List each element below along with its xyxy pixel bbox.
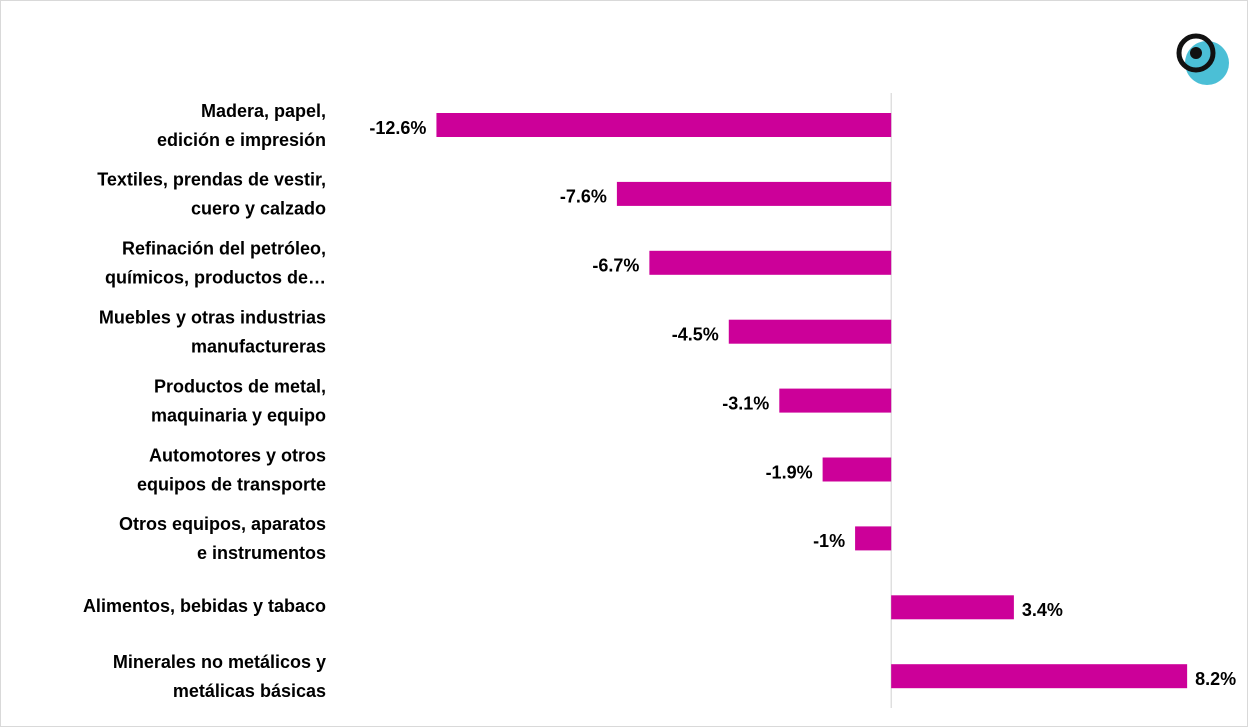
bar: [855, 526, 892, 551]
value-label: -1%: [813, 531, 845, 551]
bar: [822, 457, 892, 482]
category-label: manufactureras: [191, 336, 326, 356]
bar: [891, 664, 1188, 689]
category-label: edición e impresión: [157, 130, 326, 150]
value-label: -4.5%: [672, 324, 719, 344]
bar: [728, 319, 892, 344]
bar: [891, 595, 1014, 620]
category-label: maquinaria y equipo: [151, 405, 326, 425]
category-label: químicos, productos de…: [105, 268, 326, 288]
category-label: Textiles, prendas de vestir,: [97, 170, 326, 190]
category-label: Productos de metal,: [154, 376, 326, 396]
value-label: -7.6%: [560, 187, 607, 207]
logo: [1176, 33, 1229, 85]
value-label: -1.9%: [766, 462, 813, 482]
value-label: -12.6%: [369, 118, 426, 138]
category-label: equipos de transporte: [137, 474, 326, 494]
category-label: Otros equipos, aparatos: [119, 514, 326, 534]
bar: [436, 113, 892, 137]
category-label: Automotores y otros: [149, 445, 326, 465]
value-label: 3.4%: [1022, 600, 1063, 620]
category-label: Muebles y otras industrias: [99, 307, 326, 327]
bar: [649, 250, 892, 275]
value-label: 8.2%: [1195, 669, 1236, 689]
bar: [616, 181, 892, 206]
value-label: -6.7%: [592, 256, 639, 276]
value-label: -3.1%: [722, 393, 769, 413]
category-label: Refinación del petróleo,: [122, 239, 326, 259]
category-label: e instrumentos: [197, 543, 326, 563]
category-label: Alimentos, bebidas y tabaco: [83, 596, 326, 616]
category-label: Madera, papel,: [201, 101, 326, 121]
category-label: Minerales no metálicos y: [113, 652, 326, 672]
category-label: metálicas básicas: [173, 681, 326, 701]
category-label: cuero y calzado: [191, 199, 326, 219]
bar: [779, 388, 892, 413]
